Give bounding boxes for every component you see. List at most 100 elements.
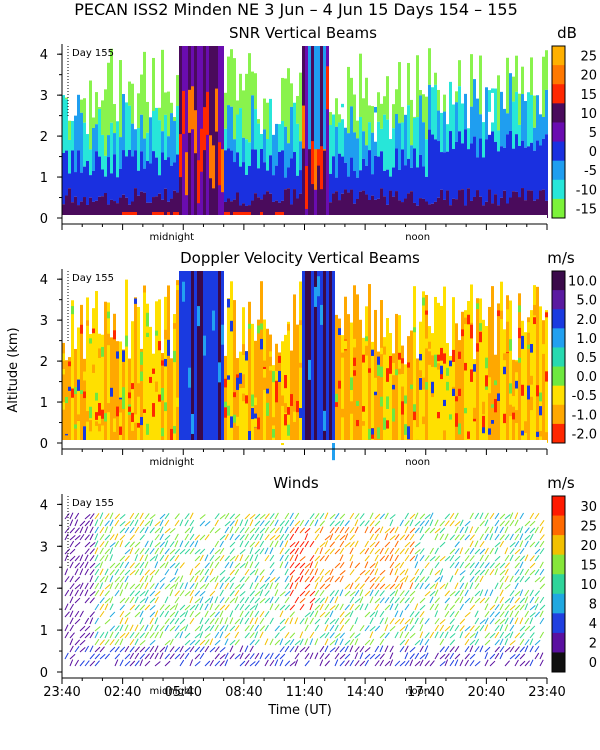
doppler-column — [323, 271, 326, 443]
doppler-column — [332, 271, 335, 461]
colorbar-label: 25 — [580, 50, 597, 65]
snr-column — [137, 63, 140, 218]
doppler-column — [359, 319, 362, 443]
colorbar-label: 20 — [580, 539, 597, 554]
colorbar-0: 25 20 15 10 5 0 -5 -10 -15 — [551, 45, 597, 219]
doppler-column — [173, 314, 176, 443]
snr-column — [257, 119, 260, 218]
doppler-column — [236, 358, 239, 443]
snr-column — [284, 55, 287, 218]
snr-column — [494, 49, 497, 218]
doppler-column — [521, 320, 524, 443]
snr-column — [473, 59, 476, 218]
colorbar-swatch — [552, 103, 565, 123]
snr-column — [83, 98, 86, 218]
snr-column — [398, 39, 401, 218]
snr-column — [65, 97, 68, 218]
doppler-column — [227, 298, 230, 443]
snr-column — [251, 39, 254, 218]
snr-column — [404, 114, 407, 218]
x-axis-label: Time (UT) — [267, 703, 332, 718]
snr-column — [128, 70, 131, 218]
snr-column — [371, 106, 374, 218]
doppler-column — [350, 322, 353, 443]
doppler-column — [167, 285, 170, 443]
colorbar-label: 4 — [589, 617, 597, 632]
day-label: Day 155 — [72, 48, 114, 59]
colorbar-label: -2.0 — [572, 427, 597, 442]
doppler-column — [503, 329, 506, 443]
snr-column — [362, 98, 365, 218]
doppler-column — [65, 360, 68, 443]
doppler-column — [212, 271, 215, 443]
colorbar-frame — [551, 270, 566, 444]
doppler-column — [452, 297, 455, 443]
snr-column — [263, 74, 266, 218]
doppler-column — [83, 358, 86, 443]
snr-column — [266, 102, 269, 218]
doppler-column — [101, 334, 104, 443]
doppler-column — [209, 271, 212, 443]
doppler-column — [191, 271, 194, 443]
snr-column — [317, 46, 320, 218]
x-tick-label: 02:40 — [104, 685, 141, 700]
snr-column — [383, 96, 386, 218]
snr-column — [116, 121, 119, 218]
snr-column — [107, 62, 110, 218]
doppler-column — [440, 305, 443, 443]
noon-label: noon — [405, 232, 430, 243]
doppler-column — [242, 307, 245, 443]
snr-column — [95, 92, 98, 218]
snr-column — [323, 46, 326, 218]
doppler-column — [98, 333, 101, 443]
snr-column — [335, 68, 338, 218]
y-tick-label: 1 — [40, 396, 48, 411]
colorbar-label: 10.0 — [568, 275, 597, 290]
snr-column — [359, 53, 362, 218]
doppler-column — [71, 300, 74, 443]
snr-column — [443, 68, 446, 218]
colorbar-swatch — [552, 515, 565, 536]
colorbar-swatch — [552, 198, 565, 219]
colorbar-label: -0.5 — [572, 389, 597, 404]
doppler-column — [533, 285, 536, 443]
doppler-column — [110, 337, 113, 443]
snr-column — [188, 46, 191, 218]
doppler-column — [413, 286, 416, 443]
doppler-column — [425, 294, 428, 443]
doppler-column — [206, 271, 209, 443]
snr-column — [125, 102, 128, 218]
snr-column — [209, 46, 212, 218]
colorbar-label: 1.0 — [576, 332, 597, 347]
doppler-column — [515, 359, 518, 443]
snr-column — [68, 120, 71, 218]
doppler-column — [203, 271, 206, 443]
doppler-column — [248, 301, 251, 443]
colorbar-label: 0.0 — [576, 370, 597, 385]
snr-column — [308, 46, 311, 218]
snr-column — [347, 48, 350, 218]
snr-column — [275, 51, 278, 218]
colorbar-label: 5.0 — [576, 294, 597, 309]
doppler-column — [434, 296, 437, 443]
snr-column — [239, 73, 242, 218]
doppler-column — [134, 297, 137, 443]
snr-column — [278, 95, 281, 218]
colorbar-swatch — [552, 84, 565, 104]
doppler-column — [449, 355, 452, 443]
doppler-column — [329, 271, 332, 443]
colorbar-swatch — [552, 554, 565, 575]
doppler-column — [272, 365, 275, 443]
doppler-column — [104, 301, 107, 443]
colorbar-label: -15 — [576, 202, 597, 217]
snr-column — [242, 90, 245, 218]
doppler-column — [494, 354, 497, 443]
doppler-column — [536, 286, 539, 443]
doppler-column — [506, 295, 509, 443]
snr-column — [485, 87, 488, 218]
snr-column — [140, 74, 143, 218]
colorbar-swatch — [552, 574, 565, 595]
doppler-column — [188, 271, 191, 443]
